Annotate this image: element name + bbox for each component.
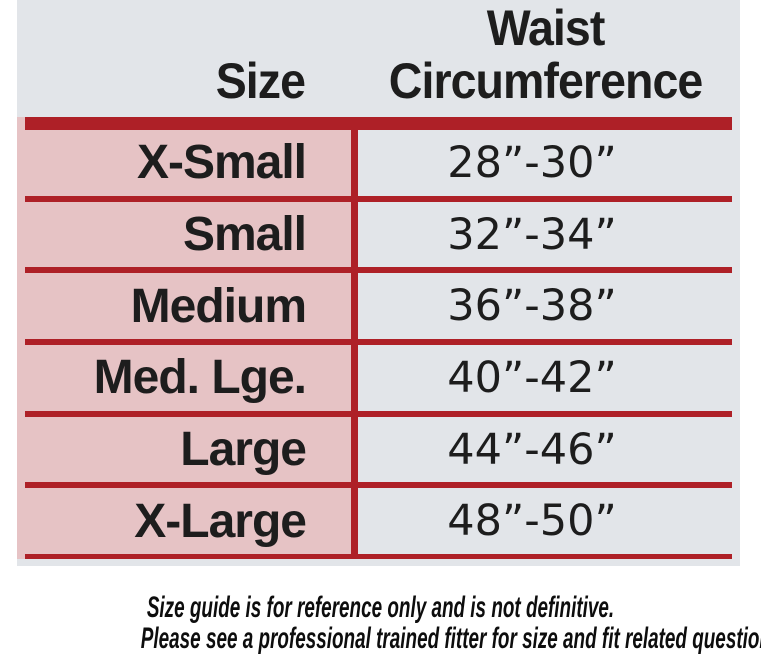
size-cell: X-Small [136, 136, 307, 190]
waist-cell: 40”-42” [447, 352, 617, 403]
size-cell: Small [182, 208, 307, 261]
table-row: Med. Lge. 40”-42” [17, 345, 740, 411]
waist-cell: 44”-46” [447, 424, 617, 475]
table-bottom-line [25, 554, 732, 559]
size-cell: X-Large [134, 494, 307, 548]
table-row: Medium 36”-38” [17, 273, 740, 339]
header-cell-size: Size [17, 0, 351, 117]
row-divider-line [25, 339, 732, 346]
table-body: X-Small 28”-30” Small 32”-34” Medium 36”… [17, 130, 740, 554]
waist-column-header: Waist Circumference [389, 2, 703, 108]
waist-cell: 48”-50” [447, 496, 617, 547]
waist-header-line2: Circumference [388, 53, 703, 109]
header-cell-waist: Waist Circumference [351, 0, 740, 117]
waist-cell: 36”-38” [447, 281, 617, 332]
table-row: Small 32”-34” [17, 202, 740, 268]
size-cell: Large [180, 423, 307, 477]
size-chart-table: Size Waist Circumference X-Small 28”-30”… [17, 0, 740, 566]
row-divider-line [25, 267, 732, 274]
table-row: X-Large 48”-50” [17, 488, 740, 554]
footnote: Size guide is for reference only and is … [0, 592, 761, 654]
waist-header-line1: Waist [486, 0, 606, 56]
header-divider-line [25, 117, 732, 130]
table-header-row: Size Waist Circumference [17, 0, 740, 117]
column-divider-line [351, 117, 358, 559]
size-cell: Medium [130, 279, 307, 333]
table-row: X-Small 28”-30” [17, 130, 740, 196]
waist-cell: 32”-34” [447, 209, 617, 260]
table-row: Large 44”-46” [17, 417, 740, 483]
waist-cell: 28”-30” [447, 137, 617, 188]
size-cell: Med. Lge. [93, 351, 307, 405]
footnote-line2: Please see a professional trained fitter… [140, 622, 761, 655]
row-divider-line [25, 410, 732, 417]
size-column-header: Size [215, 53, 306, 109]
footnote-line1: Size guide is for reference only and is … [146, 591, 615, 624]
row-divider-line [25, 482, 732, 489]
row-divider-line [25, 195, 732, 202]
